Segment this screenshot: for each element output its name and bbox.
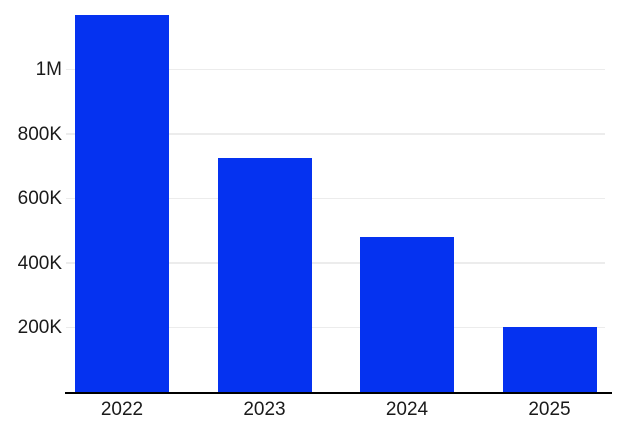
bar-2024: [360, 237, 454, 392]
x-tick-label: 2023: [243, 399, 286, 420]
gridline-200K: [66, 326, 605, 329]
gridline-1M: [66, 68, 605, 71]
y-tick-label: 600K: [17, 188, 62, 209]
y-tick-label: 400K: [17, 252, 62, 274]
gridline-400K: [66, 262, 605, 264]
x-tick-label: 2025: [528, 399, 571, 420]
bar-2025: [502, 326, 597, 392]
bar-2023: [217, 157, 312, 392]
x-tick-label: 2024: [385, 399, 429, 420]
gridline-600K: [66, 197, 605, 200]
gridline-800K: [66, 133, 605, 135]
x-axis-line: [65, 392, 612, 394]
y-tick-label: 200K: [17, 317, 62, 338]
bar-2022: [75, 14, 169, 392]
y-tick-label: 800K: [17, 123, 62, 145]
y-tick-label: 1M: [35, 59, 62, 80]
x-tick-label: 2022: [100, 399, 144, 420]
